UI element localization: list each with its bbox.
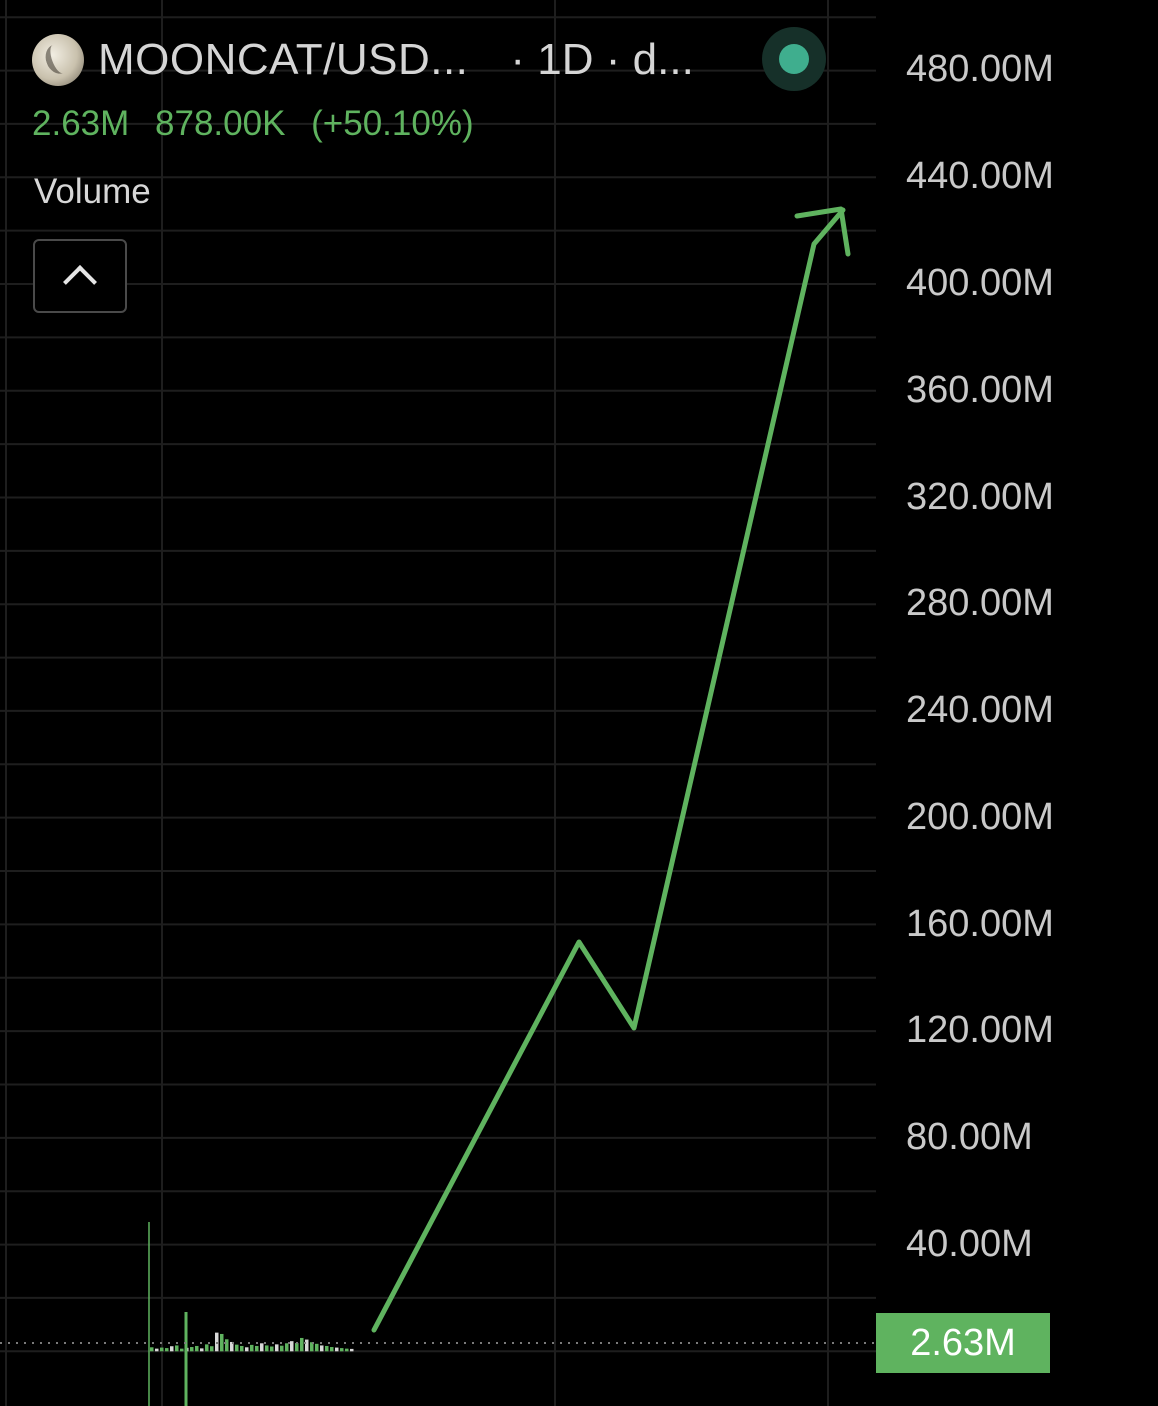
volume-bar xyxy=(175,1345,179,1352)
volume-bar xyxy=(210,1346,214,1352)
axis-tick-label: 320.00M xyxy=(906,476,1054,518)
symbol-label[interactable]: MOONCAT/USD... xyxy=(98,35,469,84)
chevron-up-icon xyxy=(63,265,97,299)
volume-bar xyxy=(335,1347,339,1352)
volume-bar xyxy=(275,1344,279,1352)
axis-tick-label: 120.00M xyxy=(906,1009,1054,1051)
volume-bar xyxy=(295,1343,299,1352)
volume-bar xyxy=(200,1348,204,1352)
volume-bar xyxy=(325,1345,329,1352)
arrow-head xyxy=(794,206,851,257)
volume-change: 878.00K xyxy=(155,104,286,143)
mooncat-coin-icon xyxy=(32,34,84,86)
volume-bar xyxy=(270,1346,274,1352)
volume-bar xyxy=(195,1345,199,1352)
volume-bar xyxy=(150,1347,154,1352)
volume-bar xyxy=(155,1348,159,1352)
chart-grid xyxy=(0,0,876,1406)
volume-bar xyxy=(235,1344,239,1352)
volume-bar xyxy=(250,1344,254,1352)
last-value-badge: 2.63M xyxy=(876,1313,1050,1373)
volume-bar xyxy=(320,1345,324,1352)
volume-bars xyxy=(148,1222,354,1406)
axis-tick-label: 360.00M xyxy=(906,369,1054,411)
volume-bar xyxy=(230,1341,234,1352)
axis-tick-label: 80.00M xyxy=(906,1116,1033,1158)
axis-tick-label: 240.00M xyxy=(906,689,1054,731)
volume-bar xyxy=(255,1345,259,1352)
collapse-indicator-button[interactable] xyxy=(33,239,127,313)
volume-bar xyxy=(170,1346,174,1352)
volume-bar xyxy=(240,1345,244,1352)
axis-tick-label: 160.00M xyxy=(906,903,1054,945)
volume-bar xyxy=(205,1344,209,1352)
axis-tick-label: 280.00M xyxy=(906,582,1054,624)
live-status-icon xyxy=(762,27,826,91)
volume-bar xyxy=(290,1341,294,1352)
volume-bar xyxy=(305,1339,309,1352)
volume-bar xyxy=(285,1343,289,1352)
volume-bar xyxy=(280,1345,284,1352)
volume-bar xyxy=(300,1337,304,1352)
volume-bar xyxy=(245,1347,249,1352)
axis-tick-label: 480.00M xyxy=(906,48,1054,90)
arrow-line xyxy=(371,207,846,1333)
volume-bar xyxy=(190,1347,194,1352)
volume-bar xyxy=(220,1333,224,1352)
volume-bar xyxy=(350,1348,354,1352)
axis-tick-label: 40.00M xyxy=(906,1223,1033,1265)
volume-bar xyxy=(315,1343,319,1352)
volume-bar xyxy=(340,1348,344,1352)
chart-header: MOONCAT/USD... · 1D · d... xyxy=(32,28,694,92)
interval-label[interactable]: · 1D · d... xyxy=(510,35,694,84)
volume-bar xyxy=(160,1347,164,1352)
axis-tick-label: 400.00M xyxy=(906,262,1054,304)
volume-bar xyxy=(345,1348,349,1352)
volume-change-pct: (+50.10%) xyxy=(311,104,474,143)
volume-stats: 2.63M 878.00K (+50.10%) xyxy=(32,104,474,144)
volume-bar xyxy=(225,1339,229,1352)
axis-tick-label: 440.00M xyxy=(906,155,1054,197)
last-volume-value: 2.63M xyxy=(32,104,130,143)
volume-bar xyxy=(215,1332,219,1352)
volume-bar xyxy=(265,1345,269,1352)
volume-bar xyxy=(180,1348,184,1352)
volume-bar xyxy=(330,1347,334,1352)
indicator-label: Volume xyxy=(34,172,151,211)
volume-bar xyxy=(310,1342,314,1352)
volume-bar xyxy=(260,1343,264,1352)
volume-bar xyxy=(165,1348,169,1352)
axis-tick-label: 200.00M xyxy=(906,796,1054,838)
annotation-arrow xyxy=(371,206,851,1333)
